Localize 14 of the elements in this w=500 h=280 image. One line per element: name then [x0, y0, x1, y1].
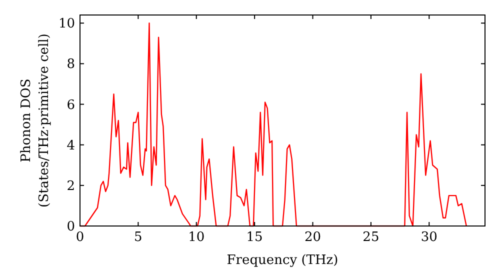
x-tick-label: 25	[362, 230, 380, 245]
x-tick-label: 10	[188, 230, 205, 245]
y-tick-label: 4	[66, 138, 75, 154]
y-tick-label: 6	[66, 98, 75, 113]
y-tick-label: 8	[66, 57, 75, 72]
x-tick-label: 30	[420, 230, 438, 245]
y-axis-title: Phonon DOS (States/THz·primitive cell)	[19, 33, 52, 208]
x-tick-label: 5	[134, 230, 142, 245]
y-tick-label: 10	[58, 16, 75, 32]
x-axis-title: Frequency (THz)	[226, 253, 338, 268]
x-tick-label: 20	[304, 230, 322, 245]
y-tick-label: 0	[66, 220, 75, 234]
x-tick-label: 15	[246, 230, 263, 245]
y-tick-label: 2	[66, 178, 75, 194]
